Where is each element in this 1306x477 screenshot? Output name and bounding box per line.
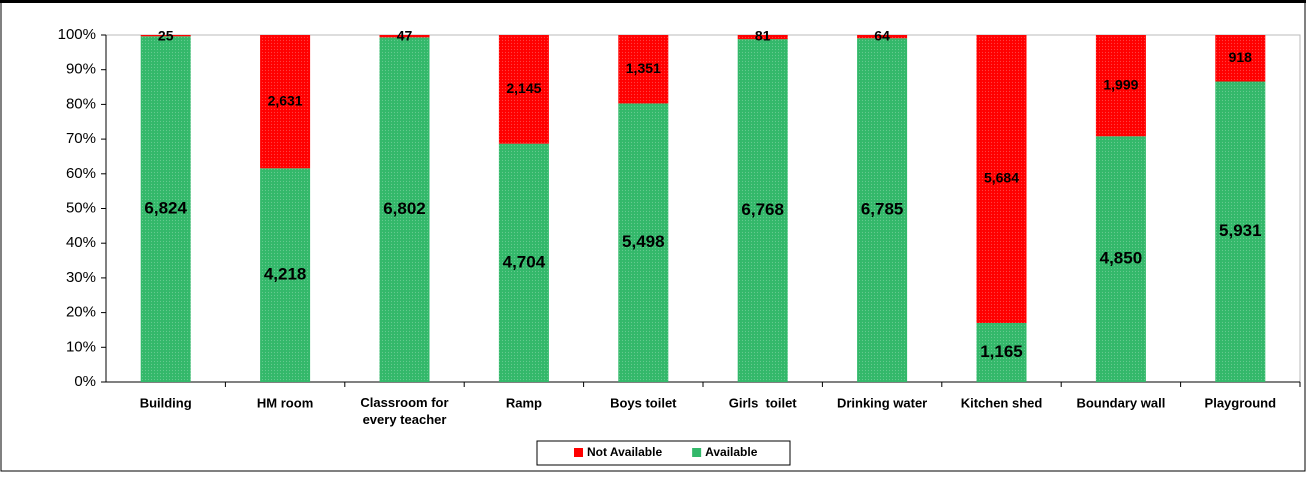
data-label: 5,498 [622,232,665,251]
data-label: 2,145 [506,80,541,96]
x-tick-label-line: every teacher [363,412,447,427]
y-tick-label: 100% [58,26,96,43]
legend-label: Not Available [587,445,662,459]
bar-texture [260,168,311,382]
y-tick-label: 20% [66,304,96,321]
data-label: 918 [1229,49,1253,65]
x-tick-label: Classroom for every teacher [360,395,448,427]
bar-texture [857,38,908,382]
bar-texture [857,35,908,39]
legend-swatch [574,448,583,457]
data-label: 4,218 [264,265,307,284]
x-tick-label: Boys toilet [610,395,677,410]
bar-texture [260,35,311,169]
bar-texture [498,143,549,382]
data-label: 81 [755,28,771,44]
data-label: 6,768 [741,200,784,219]
x-tick-label: Girls toilet [729,395,798,410]
bar-texture [1215,35,1266,82]
x-tick-label: Kitchen shed [961,395,1043,410]
y-tick-label: 30% [66,269,96,286]
y-tick-label: 90% [66,61,96,78]
bar-texture [1095,35,1146,137]
y-tick-label: 40% [66,234,96,251]
data-label: 5,684 [984,170,1019,186]
data-label: 1,999 [1103,76,1138,92]
data-label: 5,931 [1219,221,1262,240]
x-tick-label: HM room [257,395,313,410]
y-tick-label: 10% [66,338,96,355]
data-label: 4,850 [1100,249,1143,268]
data-label: 6,785 [861,200,904,219]
x-tick-label: Drinking water [837,395,927,410]
legend: Not Available Available [536,440,791,466]
bar-texture [498,35,549,144]
x-tick-label: Boundary wall [1076,395,1165,410]
legend-label: Available [705,445,758,459]
y-tick-label: 70% [66,130,96,147]
bar-texture [737,35,788,40]
data-label: 2,631 [268,92,303,108]
y-tick-label: 50% [66,199,96,216]
legend-swatch [692,448,702,457]
y-tick-label: 60% [66,165,96,182]
data-label: 6,824 [144,199,187,218]
bar-texture [140,36,191,383]
data-label: 1,165 [980,342,1023,361]
x-tick-label: Ramp [506,395,542,410]
bar-texture [140,35,191,37]
data-label: 6,802 [383,199,426,218]
bar-texture [618,35,669,104]
bar-texture [737,39,788,382]
bar-texture [976,322,1027,382]
x-tick-label-line: Classroom for [360,395,448,410]
bar-texture [618,103,669,382]
bar-texture [976,35,1027,323]
bar-texture [379,37,430,382]
data-label: 47 [397,28,413,44]
bar-texture [379,35,430,38]
bar-texture [1215,81,1266,382]
x-tick-label: Playground [1205,395,1277,410]
y-tick-label: 80% [66,95,96,112]
data-label: 4,704 [503,252,546,271]
data-label: 1,351 [626,60,661,76]
x-tick-label: Building [140,395,192,410]
y-tick-label: 0% [74,373,96,390]
data-label: 64 [874,28,890,44]
bar-texture [1095,136,1146,382]
data-label: 25 [158,28,174,44]
